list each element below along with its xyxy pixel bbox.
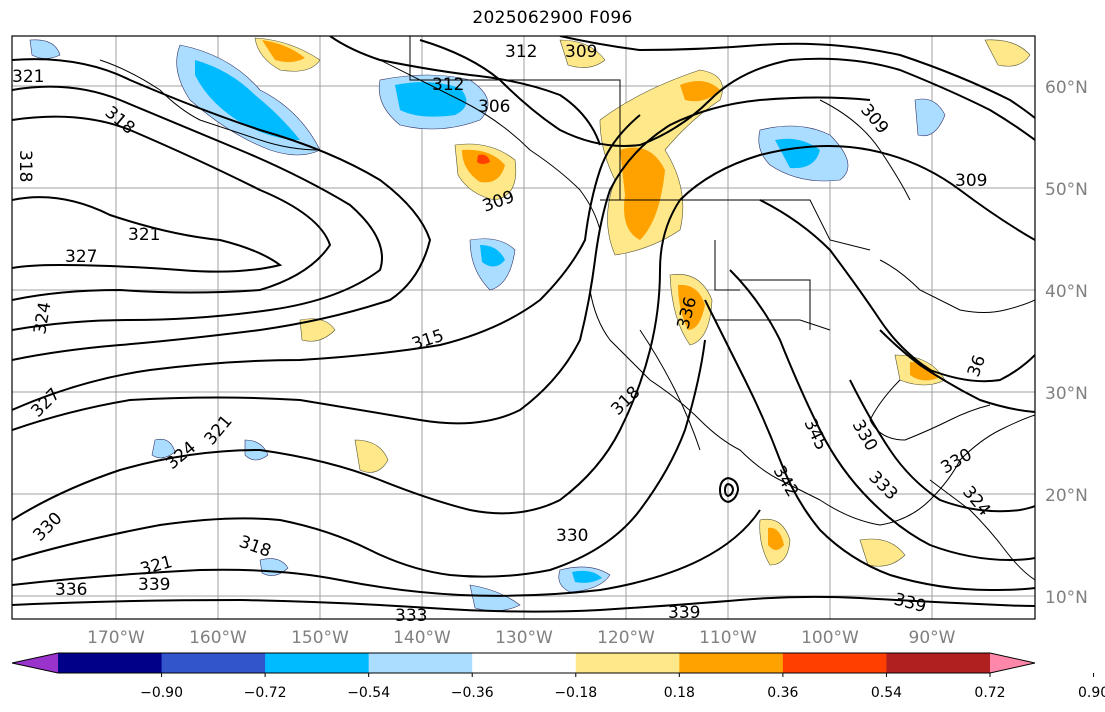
colorbar-cell	[472, 653, 577, 673]
colorbar-cell	[368, 653, 473, 673]
shade-positive-light	[354, 439, 389, 473]
shade-negative-light	[29, 39, 61, 59]
contour-label: 339	[138, 575, 170, 595]
lat-label-30n: 30°N	[1045, 384, 1088, 404]
colorbar-cell	[782, 653, 887, 673]
colorbar-extend-low	[12, 653, 58, 673]
colorbar: −0.90 −0.72 −0.54 −0.36 −0.18 0.18 0.36 0.54 0.7…	[11, 652, 1105, 701]
contour-lines	[12, 36, 1035, 613]
lon-label-90w: 90°W	[909, 628, 956, 648]
lat-label-50n: 50°N	[1045, 180, 1088, 200]
latitude-labels: 60°N 50°N 40°N 30°N 20°N 10°N	[1045, 78, 1088, 608]
shade-positive-light	[299, 318, 336, 342]
contour-label: 327	[65, 247, 97, 267]
colorbar-label: −0.18	[554, 685, 597, 701]
shaded-fields	[29, 37, 1031, 612]
shade-negative-light	[151, 438, 176, 459]
colorbar-cell	[679, 653, 784, 673]
contour-label: 306	[478, 97, 510, 117]
contour-label: 309	[565, 42, 597, 62]
colorbar-label: 0.36	[767, 685, 798, 701]
contour-label: 312	[432, 75, 464, 95]
shade-negative-medium	[480, 245, 505, 267]
colorbar-label: 0.54	[871, 685, 902, 701]
longitude-labels: 170°W 160°W 150°W 140°W 130°W 120°W 110°…	[87, 628, 956, 648]
contour-label: 336	[55, 580, 87, 600]
coastlines	[99, 36, 1035, 581]
lat-label-10n: 10°N	[1045, 588, 1088, 608]
shade-positive-strong	[477, 154, 490, 164]
colorbar-label: −0.54	[347, 685, 390, 701]
contour-label: 321	[128, 225, 160, 245]
lon-label-140w: 140°W	[393, 628, 451, 648]
colorbar-label: −0.72	[244, 685, 287, 701]
shade-positive-light	[559, 39, 606, 68]
contour-label: 321	[12, 67, 44, 87]
lat-label-40n: 40°N	[1045, 282, 1088, 302]
shade-positive-medium	[262, 40, 305, 63]
contour-label: 339	[668, 603, 700, 623]
colorbar-cell	[161, 653, 266, 673]
lat-label-60n: 60°N	[1045, 78, 1088, 98]
contour-label: 312	[505, 42, 537, 62]
shade-positive-medium	[620, 147, 665, 240]
shade-positive-medium	[768, 527, 784, 550]
shade-negative-medium	[195, 60, 300, 140]
colorbar-label: 0.90	[1078, 685, 1105, 701]
colorbar-cell	[575, 653, 680, 673]
shade-positive-light	[859, 538, 906, 567]
lon-label-150w: 150°W	[291, 628, 349, 648]
lon-label-130w: 130°W	[495, 628, 553, 648]
shade-positive-medium	[910, 362, 938, 381]
contour-label: 318	[15, 150, 35, 182]
shade-negative-light	[914, 98, 946, 137]
lon-label-100w: 100°W	[801, 628, 859, 648]
shade-negative-medium	[572, 570, 602, 583]
lat-label-20n: 20°N	[1045, 486, 1088, 506]
colorbar-label: 0.18	[664, 685, 695, 701]
colorbar-label: 0.72	[974, 685, 1005, 701]
contour-label: 309	[955, 171, 987, 191]
shade-positive-medium	[680, 81, 720, 102]
colorbar-label: −0.36	[451, 685, 494, 701]
lon-label-110w: 110°W	[699, 628, 757, 648]
map-title: 2025062900 F096	[472, 8, 633, 28]
colorbar-cell	[265, 653, 370, 673]
lon-label-120w: 120°W	[597, 628, 655, 648]
shade-positive-light	[984, 39, 1031, 67]
contour-label: 333	[395, 606, 427, 626]
colorbar-cell	[886, 653, 991, 673]
lon-label-170w: 170°W	[87, 628, 145, 648]
colorbar-frame	[11, 652, 1036, 674]
plot-frame	[11, 35, 1036, 620]
shade-negative-medium	[395, 82, 467, 117]
contour-label: 330	[556, 526, 588, 546]
lon-label-160w: 160°W	[189, 628, 247, 648]
colorbar-extend-high	[990, 653, 1035, 673]
colorbar-label: −0.90	[140, 685, 183, 701]
colorbar-cell	[58, 653, 163, 673]
shade-positive-medium	[462, 149, 505, 183]
shade-positive-medium	[678, 284, 705, 330]
